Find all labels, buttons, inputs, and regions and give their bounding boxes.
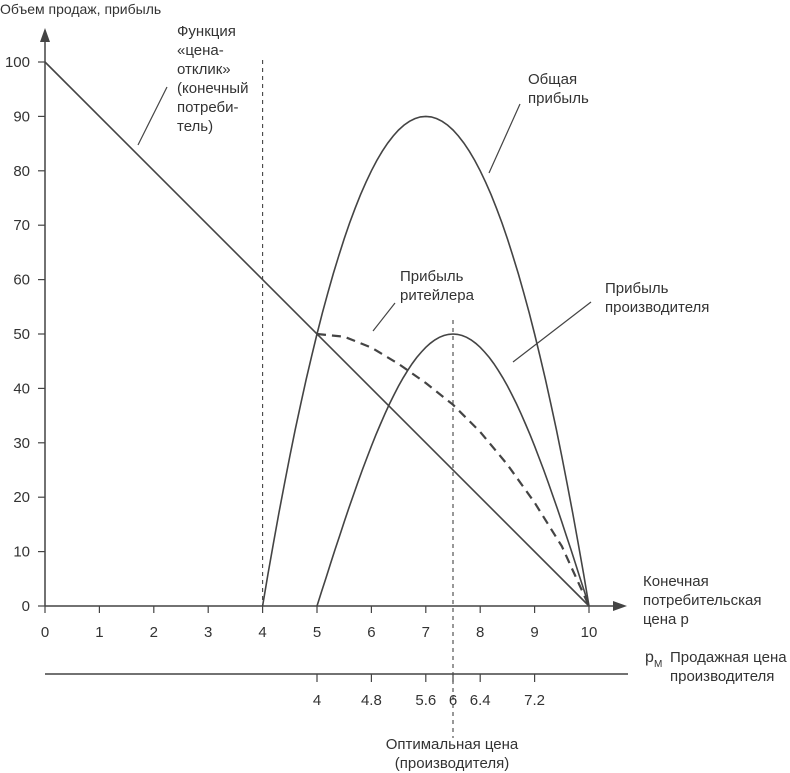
y-tick-label: 10 <box>13 544 30 561</box>
leader-price-response <box>137 86 168 146</box>
y-tick-label: 50 <box>13 326 30 343</box>
secondary-tick-label: 6 <box>449 692 457 709</box>
secondary-axis-symbol-sub: M <box>654 659 662 670</box>
secondary-tick-label: 5.6 <box>415 692 436 709</box>
y-tick-label: 100 <box>5 54 30 71</box>
y-tick-label: 70 <box>13 217 30 234</box>
y-tick-label: 40 <box>13 380 30 397</box>
secondary-tick-label: 7.2 <box>524 692 545 709</box>
x-tick-label: 8 <box>476 624 484 641</box>
x-tick-label: 3 <box>204 624 212 641</box>
annotation-price-response: тель) <box>177 118 213 135</box>
secondary-axis-title-line: производителя <box>670 668 774 685</box>
y-tick-label: 90 <box>13 108 30 125</box>
annotation-total-profit: Общая <box>528 71 577 88</box>
secondary-tick-label: 4 <box>313 692 321 709</box>
x-axis-arrow <box>613 601 627 611</box>
leader-manufacturer-profit <box>512 301 592 363</box>
y-tick-label: 80 <box>13 163 30 180</box>
series-line-manufacturer-profit <box>316 333 590 607</box>
series-line-total-profit <box>261 115 590 607</box>
x-tick-label: 4 <box>258 624 266 641</box>
y-tick-label: 20 <box>13 489 30 506</box>
optimal-price-label: (производителя) <box>395 755 509 772</box>
secondary-axis-symbol: p <box>645 649 654 666</box>
x-tick-label: 1 <box>95 624 103 641</box>
annotation-price-response: отклик» <box>177 61 231 78</box>
axes: Объем продаж, прибыль Конечная потребитель… <box>0 1 761 628</box>
y-axis-title: Объем продаж, прибыль <box>0 1 161 17</box>
leader-total-profit <box>488 103 521 174</box>
optimal-price-label: Оптимальная цена <box>386 736 519 753</box>
series-group <box>44 60 591 738</box>
annotation-price-response: потреби- <box>177 99 239 116</box>
annotation-price-response: (конечный <box>177 80 248 97</box>
annotation-manufacturer-profit: производителя <box>605 299 709 316</box>
secondary-tick-label: 6.4 <box>470 692 491 709</box>
y-tick-label: 60 <box>13 272 30 289</box>
x-tick-label: 9 <box>530 624 538 641</box>
x-axis-title-line: потребительская <box>643 592 761 609</box>
annotation-manufacturer-profit: Прибыль <box>605 280 669 297</box>
x-tick-label: 7 <box>422 624 430 641</box>
y-tick-label: 30 <box>13 435 30 452</box>
y-axis-arrow <box>40 28 50 42</box>
x-tick-label: 0 <box>41 624 49 641</box>
annotation-retailer-profit: Прибыль <box>400 268 464 285</box>
x-axis-title-line: Конечная <box>643 573 709 590</box>
x-tick-label: 6 <box>367 624 375 641</box>
secondary-axis: 4 4.8 5.6 6 6.4 7.2 p M Продажная цена производит… <box>45 649 787 772</box>
secondary-axis-title-line: Продажная цена <box>670 649 787 666</box>
annotations: Функция «цена-отклик» (конечный потреби-тел… <box>137 23 709 363</box>
y-tick-label: 0 <box>22 598 30 615</box>
x-tick-label: 2 <box>150 624 158 641</box>
x-axis-title-line: цена p <box>643 611 689 628</box>
annotation-price-response: Функция <box>177 23 236 40</box>
x-tick-label: 10 <box>581 624 598 641</box>
secondary-tick-label: 4.8 <box>361 692 382 709</box>
leader-retailer-profit <box>372 302 396 332</box>
annotation-price-response: «цена- <box>177 42 224 59</box>
annotation-retailer-profit: ритейлера <box>400 287 475 304</box>
series-line-retailer-profit <box>316 332 591 607</box>
annotation-total-profit: прибыль <box>528 90 589 107</box>
x-tick-label: 5 <box>313 624 321 641</box>
